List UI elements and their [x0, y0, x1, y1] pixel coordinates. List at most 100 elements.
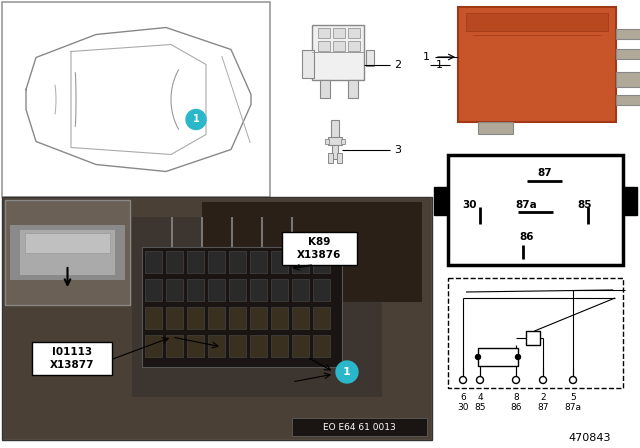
Bar — [229, 335, 246, 357]
Bar — [208, 307, 225, 329]
Bar — [348, 41, 360, 51]
Bar — [229, 251, 246, 273]
Bar — [328, 137, 342, 145]
Bar — [434, 187, 448, 215]
Circle shape — [515, 354, 520, 359]
Text: 85: 85 — [474, 404, 486, 413]
Bar — [325, 139, 329, 144]
Text: 2: 2 — [540, 393, 546, 402]
Text: K89: K89 — [308, 237, 330, 247]
Bar — [302, 50, 314, 78]
Bar — [271, 335, 288, 357]
Text: 2: 2 — [394, 60, 401, 70]
Text: 6: 6 — [460, 393, 466, 402]
Bar — [313, 279, 330, 301]
Bar — [250, 251, 267, 273]
Text: 1: 1 — [423, 52, 430, 62]
Text: 86: 86 — [520, 233, 534, 242]
Bar — [142, 247, 342, 367]
Circle shape — [540, 376, 547, 383]
Bar — [166, 251, 183, 273]
Bar — [313, 251, 330, 273]
Circle shape — [186, 109, 206, 129]
Bar — [5, 200, 130, 305]
Bar — [616, 49, 640, 59]
Text: 87a: 87a — [564, 404, 582, 413]
Bar — [187, 335, 204, 357]
Text: 1: 1 — [343, 367, 351, 377]
Bar — [333, 41, 345, 51]
Bar — [282, 232, 357, 265]
Text: 87: 87 — [537, 168, 552, 178]
Bar — [331, 120, 339, 138]
Bar — [271, 279, 288, 301]
Circle shape — [513, 376, 520, 383]
Bar — [292, 335, 309, 357]
Text: 87a: 87a — [516, 199, 538, 210]
Bar — [187, 307, 204, 329]
Bar — [313, 307, 330, 329]
Bar — [166, 335, 183, 357]
Bar — [250, 279, 267, 301]
Bar — [187, 279, 204, 301]
Text: 86: 86 — [510, 404, 522, 413]
Text: 1: 1 — [436, 60, 443, 70]
Bar — [448, 155, 623, 265]
Bar — [366, 50, 374, 66]
Bar — [478, 348, 518, 366]
Bar — [145, 335, 162, 357]
Bar — [3, 198, 431, 439]
Bar — [208, 279, 225, 301]
Bar — [332, 145, 338, 159]
Bar — [478, 122, 513, 134]
Text: 87: 87 — [537, 404, 548, 413]
Bar — [271, 307, 288, 329]
Bar — [348, 80, 358, 98]
Bar — [616, 29, 640, 39]
Bar — [166, 307, 183, 329]
Bar — [271, 251, 288, 273]
Bar — [292, 307, 309, 329]
Bar — [2, 2, 270, 197]
Text: 85: 85 — [577, 199, 592, 210]
Bar — [318, 28, 330, 38]
Text: 30: 30 — [457, 404, 468, 413]
Bar — [145, 279, 162, 301]
Bar — [229, 279, 246, 301]
Bar — [32, 342, 112, 375]
Circle shape — [477, 376, 483, 383]
Bar — [341, 139, 345, 144]
Bar — [166, 279, 183, 301]
Text: X13876: X13876 — [297, 250, 341, 260]
Bar — [229, 307, 246, 329]
Circle shape — [336, 361, 358, 383]
Text: 1: 1 — [193, 115, 200, 125]
Bar — [202, 202, 422, 302]
Bar — [187, 251, 204, 273]
Bar — [292, 279, 309, 301]
Bar — [250, 335, 267, 357]
Bar — [623, 187, 637, 215]
Bar — [312, 25, 364, 80]
Bar — [458, 7, 616, 122]
Bar — [145, 251, 162, 273]
Bar — [525, 331, 540, 345]
Bar — [320, 80, 330, 98]
Text: X13877: X13877 — [50, 360, 94, 370]
Circle shape — [476, 354, 481, 359]
Bar — [616, 72, 640, 87]
Text: 8: 8 — [513, 393, 519, 402]
Bar — [333, 28, 345, 38]
Bar — [348, 28, 360, 38]
Bar — [337, 153, 342, 163]
Circle shape — [570, 376, 577, 383]
Circle shape — [460, 376, 467, 383]
Bar — [318, 41, 330, 51]
Text: 4: 4 — [477, 393, 483, 402]
Bar — [448, 278, 623, 388]
Bar — [616, 95, 640, 105]
Bar — [292, 251, 309, 273]
Bar — [208, 335, 225, 357]
Bar — [2, 197, 432, 440]
Text: I01113: I01113 — [52, 347, 92, 357]
